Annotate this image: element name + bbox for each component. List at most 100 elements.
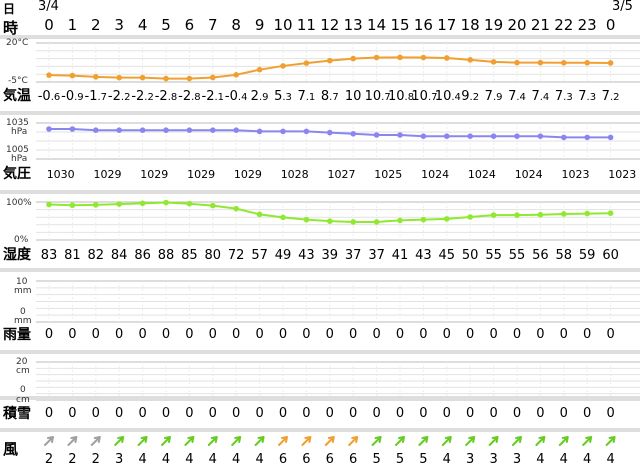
wind-speed: 4 (232, 452, 241, 467)
pressure-point (327, 129, 333, 136)
humidity-value: 50 (461, 248, 479, 263)
temperature-value: 7.4 (505, 90, 529, 105)
temperature-value-dec: .7 (97, 92, 108, 103)
humidity-point (373, 219, 380, 225)
pressure-point (561, 134, 567, 141)
snow-value: 0 (512, 406, 522, 421)
hour-cell: 0 (44, 16, 54, 34)
pressure-point (584, 134, 590, 141)
humidity-value: 83 (40, 248, 58, 263)
humidity-value: 37 (368, 248, 385, 263)
separator-bar (0, 190, 640, 194)
snow-value: 0 (115, 406, 124, 421)
hour-cell: 11 (296, 16, 316, 34)
humidity-value: 37 (344, 248, 362, 263)
wind-speed: 4 (559, 452, 568, 467)
temperature-value: -0.9 (60, 90, 84, 105)
temperature-value-dec: .4 (539, 92, 550, 103)
temperature-value-dec: .8 (191, 92, 201, 103)
temperature-value: 7.4 (528, 90, 552, 105)
humidity-value: 82 (87, 248, 105, 263)
snow-value: 0 (606, 406, 615, 421)
humidity-axis-top: 100% (6, 198, 32, 208)
temperature-point (327, 57, 333, 64)
humidity-value: 88 (157, 248, 175, 263)
rain-value: 0 (372, 327, 381, 342)
humidity-point (350, 219, 357, 225)
date-start: 3/4 (38, 0, 59, 14)
temperature-value-int: -0 (224, 89, 238, 104)
temperature-value-dec: .4 (451, 92, 461, 103)
temperature-value-int: 7 (554, 89, 564, 104)
hour-cell: 21 (530, 16, 550, 34)
humidity-value: 55 (508, 248, 526, 263)
temperature-value-int: -2 (201, 89, 215, 104)
temperature-value-int: 10 (364, 89, 382, 104)
pressure-point (163, 127, 169, 133)
temperature-value-int: 8 (320, 89, 330, 104)
pressure-point (303, 128, 310, 135)
wind-speed: 6 (349, 452, 358, 467)
humidity-point (444, 216, 450, 222)
wind-arrow-icon (535, 436, 546, 446)
humidity-value: 86 (134, 248, 151, 263)
rain-axis-top-value: 10 (16, 277, 28, 287)
temperature-value-int: -1 (84, 89, 98, 104)
pressure-value: 1029 (233, 168, 262, 181)
rain-axis-top-unit: mm (14, 286, 32, 296)
humidity-value: 57 (251, 248, 268, 263)
pressure-point (444, 133, 450, 139)
day-label: 日 (3, 2, 16, 16)
pressure-point (467, 133, 474, 139)
temperature-value: -1.7 (84, 90, 108, 105)
rain-value: 0 (208, 327, 217, 342)
rain-value: 0 (442, 327, 451, 342)
snow-value: 0 (302, 406, 311, 421)
wind-speed: 6 (278, 452, 288, 467)
snow-value: 0 (442, 406, 451, 421)
humidity-point (327, 218, 333, 224)
pressure-value: 1028 (280, 168, 309, 181)
temperature-value-dec: .3 (282, 92, 292, 103)
humidity-axis-bottom: 0% (14, 235, 29, 245)
date-end: 3/5 (612, 0, 633, 14)
temperature-point (186, 75, 193, 82)
wind-arrow-icon (278, 436, 288, 446)
pressure-point (420, 133, 427, 139)
wind-arrow-icon (44, 436, 54, 446)
temperature-value-dec: .8 (404, 92, 415, 103)
hour-cell: 19 (484, 16, 504, 34)
wind-speed: 3 (489, 452, 498, 467)
temperature-value-int: 7 (601, 89, 610, 104)
humidity-value: 39 (321, 248, 339, 263)
hour-cell: 1 (67, 16, 78, 34)
temperature-value-int: 2 (250, 89, 259, 104)
temperature-value: -2.2 (131, 90, 155, 105)
temperature-point (233, 72, 239, 78)
temperature-point (607, 60, 614, 66)
rain-value: 0 (161, 327, 171, 342)
rain-axis-bottom-value: 0 (20, 307, 26, 317)
temperature-value-dec: .1 (305, 92, 316, 103)
snow-label: 積雪 (3, 406, 31, 422)
snow-value: 0 (138, 406, 147, 421)
snow-axis-top-unit: cm (16, 366, 30, 376)
humidity-value: 81 (64, 248, 81, 263)
humidity-point (69, 202, 76, 209)
rain-value: 0 (583, 327, 592, 342)
rain-label: 雨量 (3, 327, 31, 343)
temperature-value-int: -2 (107, 89, 121, 104)
wind-speed: 4 (442, 452, 451, 467)
temperature-value: 5.3 (271, 90, 295, 105)
wind-arrow-icon (605, 436, 616, 446)
snow-value: 0 (255, 406, 264, 421)
temperature-value-dec: .1 (214, 92, 225, 103)
temperature-point (280, 63, 286, 69)
wind-arrow-icon (137, 436, 148, 446)
temperature-value: 7.2 (599, 90, 623, 105)
hour-cell: 6 (184, 16, 195, 34)
wind-arrow-icon (161, 436, 171, 446)
humidity-point (514, 212, 520, 218)
temperature-value-dec: .3 (586, 92, 597, 103)
temperature-value-int: 9 (461, 89, 470, 104)
